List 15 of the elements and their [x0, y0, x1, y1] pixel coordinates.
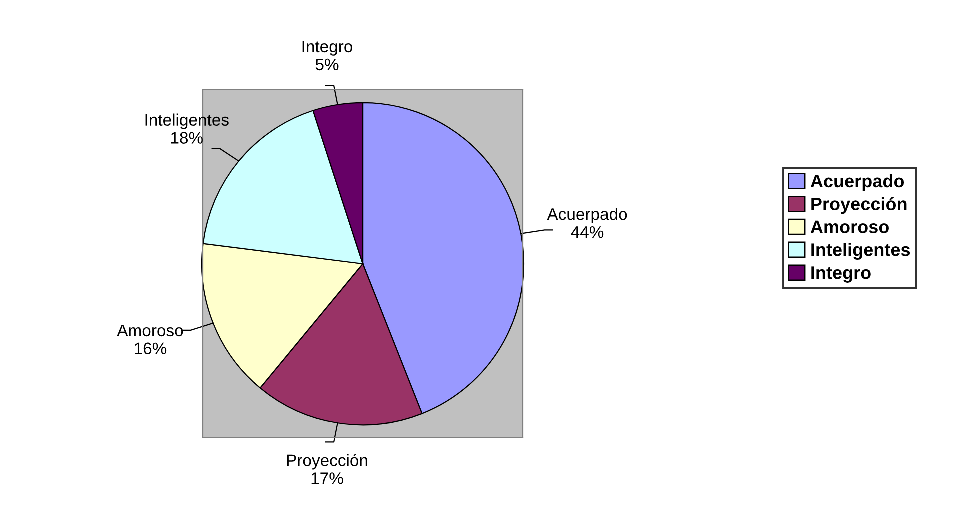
slice-label: Proyección	[287, 454, 368, 470]
data-label: 5%	[316, 58, 339, 71]
data-label: 17%	[312, 472, 344, 484]
data-label: 16%	[135, 342, 167, 355]
data-label: 44%	[571, 226, 604, 238]
legend-label: Integro	[812, 266, 871, 283]
slice-label: Integro	[302, 41, 352, 56]
slice-label: Inteligentes	[146, 114, 229, 130]
slice-label: Acuerpado	[547, 208, 628, 224]
slice-label: Amoroso	[117, 324, 184, 337]
legend-label: Proyección	[812, 197, 907, 214]
legend-label: Acuerpado	[810, 174, 904, 192]
legend-label: Amoroso	[810, 220, 889, 234]
data-label: 18%	[171, 132, 203, 144]
legend-label: Inteligentes	[812, 243, 910, 260]
